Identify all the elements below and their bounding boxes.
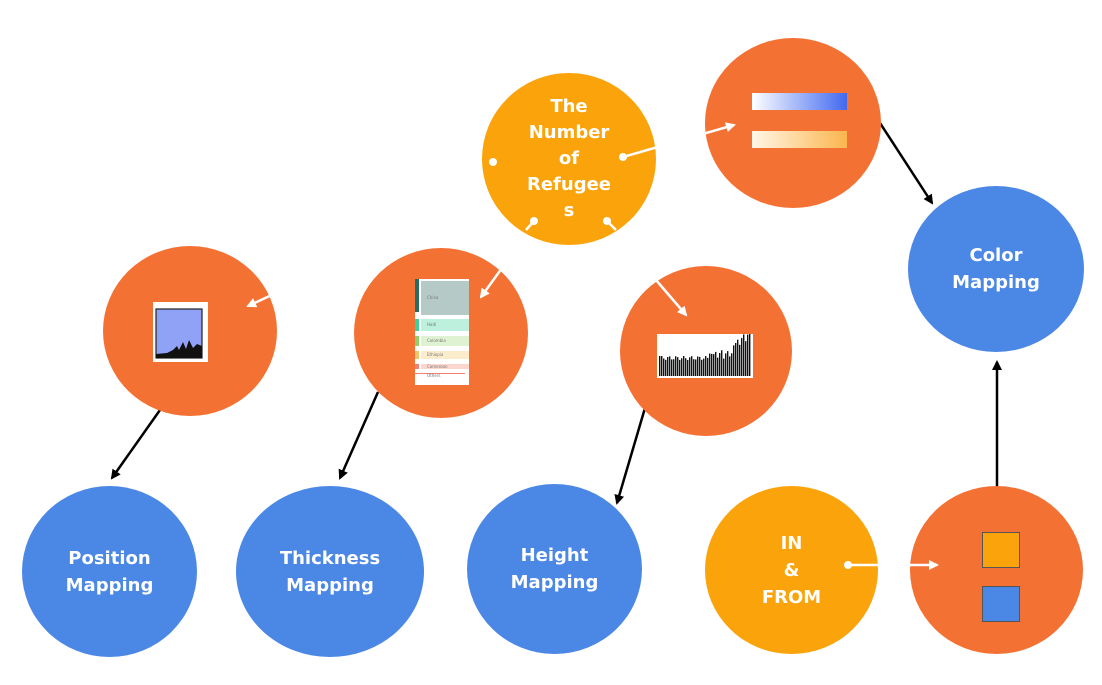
height-bar [707,357,709,376]
height-bar [659,356,661,376]
legend-item-0: China [427,295,439,300]
height-mapping-label: Height Mapping [510,545,599,593]
height-bar [717,357,719,376]
height-bar [723,358,725,376]
height-bar [727,351,729,376]
height-bar [665,359,667,376]
height-bar [733,345,735,376]
height-bar [683,356,685,376]
height-bar [739,344,741,376]
height-bar [705,356,707,376]
legend-item-2: Colombia [427,338,446,343]
height-bar [729,356,731,376]
arrow-height [614,407,647,505]
height-bar [695,359,697,376]
arrow-position [110,409,162,480]
legend-item-5: Others [427,373,441,378]
height-bar [673,359,675,376]
refugees-node: The Number of Refugee s [482,73,656,245]
height-bars [659,334,751,376]
legend-thumbnail: China Haiti Colombia Ethiopia Cameroon O… [415,279,469,385]
in-from-label: IN & FROM [761,532,822,608]
height-bar [663,358,665,376]
height-bar [687,359,689,376]
height-bar [749,334,751,376]
height-bar [685,358,687,376]
thickness-mapping-label: Thickness Mapping [279,547,381,596]
arrow-thickness [338,391,380,480]
position-mapping-node: Position Mapping [22,486,197,657]
color-gradient-node [705,38,881,208]
height-bar [681,358,683,376]
blue-square [982,586,1020,622]
height-bar [699,356,701,376]
legend-item-4: Cameroon [427,364,448,369]
position-map-thumbnail [153,302,208,362]
arrow-color-top [878,122,934,205]
height-bar [693,359,695,376]
height-bar [719,353,721,376]
height-bar [667,357,669,376]
height-bar [731,353,733,376]
in-from-node: IN & FROM [705,486,878,654]
height-bar [737,339,739,376]
thickness-mapping-node: Thickness Mapping [236,486,424,657]
height-bar [677,357,679,376]
height-bar [735,342,737,376]
blue-gradient-bar [752,93,847,110]
height-bar [689,357,691,376]
height-mapping-node: Height Mapping [467,484,642,654]
refugees-label: The Number of Refugee s [526,96,611,221]
position-mapping-label: Position Mapping [65,547,154,596]
height-bar [743,334,745,376]
height-bar [703,358,705,376]
height-bar [669,356,671,376]
height-bar [725,353,727,376]
legend-item-3: Ethiopia [427,352,444,357]
height-bar [747,334,749,376]
height-bars-thumbnail [657,334,753,378]
height-bar [721,350,723,376]
height-bar [671,359,673,376]
height-bar [679,359,681,376]
color-mapping-label: Color Mapping [952,245,1040,293]
height-bar [675,356,677,376]
height-bar [741,338,743,376]
height-bar [697,356,699,376]
height-bar [711,353,713,376]
height-bar [715,351,717,376]
orange-gradient-bar [752,131,847,148]
legend-item-1: Haiti [427,322,437,327]
orange-square [982,532,1020,568]
height-bar [713,354,715,376]
height-bar [745,341,747,376]
color-mapping-node: Color Mapping [908,186,1084,352]
height-bar [709,353,711,376]
height-bar [691,356,693,376]
squares-node [910,486,1083,654]
height-bar [701,359,703,376]
height-bar [661,356,663,376]
